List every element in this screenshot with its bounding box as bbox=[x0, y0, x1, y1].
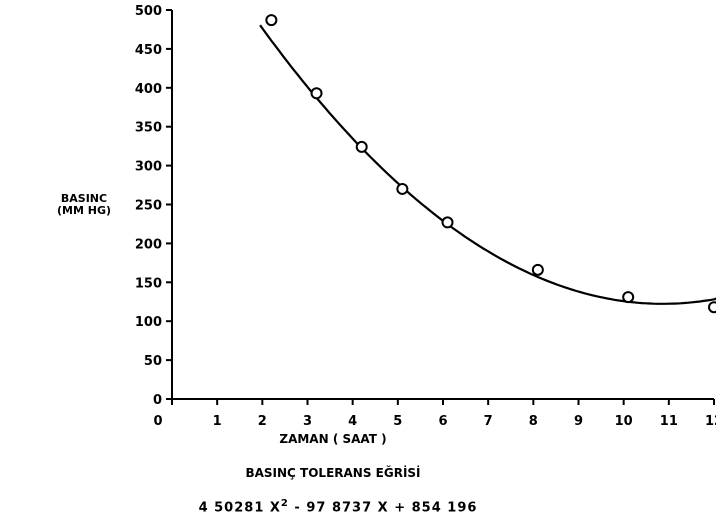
x-axis-label: ZAMAN ( SAAT ) bbox=[279, 432, 387, 446]
equation-part-rest: - 97 8737 X + 854 196 bbox=[288, 500, 478, 516]
fit-curve-line bbox=[259, 24, 716, 305]
x-tick-label: 6 bbox=[438, 414, 447, 429]
y-axis-label-line2: (MM HG) bbox=[57, 204, 111, 217]
data-point bbox=[708, 301, 716, 314]
x-tick-label: 3 bbox=[303, 414, 312, 429]
y-ticks: 0 50 100 150 200 250 300 350 400 450 500 bbox=[135, 4, 172, 408]
x-tick-label: 0 bbox=[153, 414, 162, 429]
y-tick-label: 150 bbox=[135, 276, 162, 291]
y-tick-label: 400 bbox=[135, 82, 162, 97]
equation-exponent: 2 bbox=[280, 498, 289, 509]
fit-equation: 4 50281 X2 - 97 8737 X + 854 196 bbox=[0, 498, 696, 515]
y-axis-label-line1: BASINC bbox=[61, 192, 107, 205]
y-tick-label: 0 bbox=[153, 393, 162, 408]
chart-subtitle: BASINÇ TOLERANS EĞRİSİ bbox=[245, 466, 421, 480]
x-tick-label: 7 bbox=[484, 414, 493, 429]
y-tick-label: 500 bbox=[135, 4, 162, 19]
y-tick-label: 50 bbox=[144, 354, 162, 369]
equation-part-a: 4 50281 X bbox=[198, 500, 281, 516]
y-tick-label: 300 bbox=[135, 160, 162, 175]
x-tick-label: 11 bbox=[660, 414, 678, 429]
data-point bbox=[622, 291, 635, 304]
x-tick-label: 12 bbox=[705, 414, 716, 429]
data-point bbox=[531, 263, 544, 276]
y-tick-label: 350 bbox=[135, 121, 162, 136]
y-tick-label: 450 bbox=[135, 43, 162, 58]
data-point bbox=[310, 87, 323, 100]
data-point bbox=[441, 216, 454, 229]
x-tick-label: 4 bbox=[348, 414, 357, 429]
x-tick-label: 9 bbox=[574, 414, 583, 429]
x-tick-label: 8 bbox=[529, 414, 538, 429]
x-tick-label: 1 bbox=[213, 414, 222, 429]
y-tick-label: 200 bbox=[135, 237, 162, 252]
x-tick-label: 10 bbox=[615, 414, 633, 429]
data-point bbox=[396, 182, 409, 195]
data-points bbox=[265, 14, 716, 314]
x-ticks: 0123456789101112 bbox=[153, 399, 716, 429]
y-tick-label: 100 bbox=[135, 315, 162, 330]
data-point bbox=[265, 14, 278, 27]
y-tick-label: 250 bbox=[135, 199, 162, 214]
x-tick-label: 5 bbox=[393, 414, 402, 429]
x-tick-label: 2 bbox=[258, 414, 267, 429]
data-point bbox=[355, 140, 368, 153]
